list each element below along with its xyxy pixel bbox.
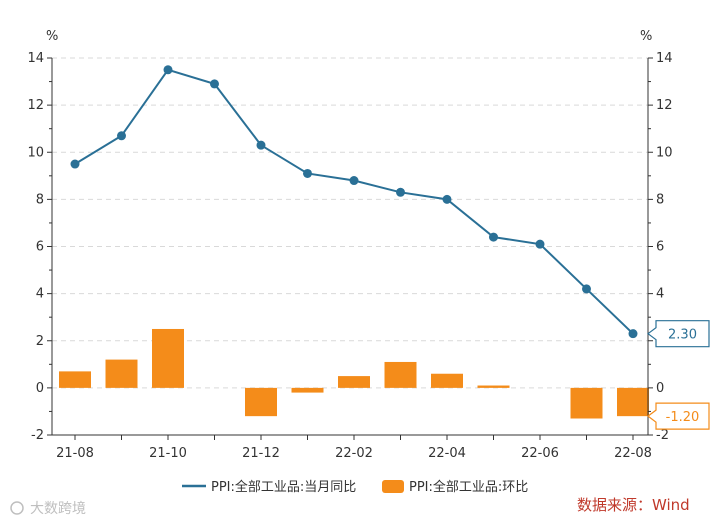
right-tick-label: 8 [656, 192, 664, 207]
bar [617, 387, 649, 417]
bar [477, 385, 510, 388]
right-tick-label: 0 [656, 381, 664, 396]
bar [245, 387, 277, 417]
legend: PPI:全部工业品:当月同比 PPI:全部工业品:环比 [182, 479, 528, 495]
bar [105, 359, 138, 388]
right-tick-label: 12 [656, 98, 673, 113]
legend-bar-label: PPI:全部工业品:环比 [409, 479, 528, 495]
left-tick-label: 6 [36, 240, 44, 255]
x-tick-label: 21-10 [149, 446, 187, 461]
line-point [535, 239, 545, 249]
line-point [582, 284, 591, 294]
bar [431, 373, 463, 388]
callout-label: 2.30 [668, 328, 697, 343]
x-axis-ticks: 21-08 21-10 21-12 22-02 22-04 22-06 22-08 [56, 435, 652, 461]
line-point [163, 65, 173, 75]
grid-lines [52, 57, 648, 389]
bar [291, 387, 324, 393]
legend-bar-swatch [382, 480, 404, 493]
left-tick-label: -2 [31, 428, 44, 443]
right-tick-label: 14 [656, 51, 673, 66]
bar [338, 376, 370, 388]
x-tick-label: 22-08 [614, 446, 652, 461]
bar [59, 371, 91, 388]
left-tick-label: 8 [36, 192, 44, 207]
line-point [210, 79, 219, 89]
bar [570, 387, 603, 419]
line-point [489, 232, 498, 242]
right-axis-unit: % [640, 29, 652, 44]
left-tick-label: 4 [36, 287, 44, 302]
left-tick-label: 2 [36, 334, 44, 349]
bar [152, 328, 184, 388]
line-point [70, 159, 80, 169]
callout-box [647, 402, 710, 430]
left-y-axis-ticks: -2 0 2 4 6 8 10 12 14 [27, 51, 52, 443]
left-tick-label: 12 [27, 98, 44, 113]
x-tick-label: 21-12 [242, 446, 280, 461]
watermark: 大数跨境 [10, 501, 86, 517]
callout-label: -1.20 [666, 410, 700, 425]
watermark-icon [10, 501, 24, 515]
line-series [70, 65, 638, 339]
left-tick-label: 0 [36, 381, 44, 396]
line-point [256, 140, 266, 150]
right-tick-label: -2 [656, 428, 669, 443]
value-callouts: 2.30 -1.20 [647, 320, 710, 430]
x-tick-label: 21-08 [56, 446, 94, 461]
callout-box [647, 320, 710, 348]
line-point [117, 131, 126, 141]
right-tick-label: 6 [656, 240, 664, 255]
line-point [442, 194, 452, 204]
right-tick-label: 10 [656, 145, 673, 160]
line-point [628, 329, 638, 339]
x-tick-label: 22-04 [428, 446, 466, 461]
left-axis-unit: % [46, 29, 58, 44]
legend-line-label: PPI:全部工业品:当月同比 [211, 479, 356, 495]
bar-series [59, 328, 649, 419]
left-tick-label: 14 [27, 51, 44, 66]
source-note: 数据来源：Wind [577, 496, 690, 514]
watermark-text: 大数跨境 [30, 501, 86, 517]
line-point [303, 168, 312, 178]
x-tick-label: 22-02 [335, 446, 373, 461]
bar [384, 361, 417, 388]
right-tick-label: 4 [656, 287, 664, 302]
left-tick-label: 10 [27, 145, 44, 160]
line-point [349, 176, 359, 186]
x-tick-label: 22-06 [521, 446, 559, 461]
line-point [396, 187, 405, 197]
